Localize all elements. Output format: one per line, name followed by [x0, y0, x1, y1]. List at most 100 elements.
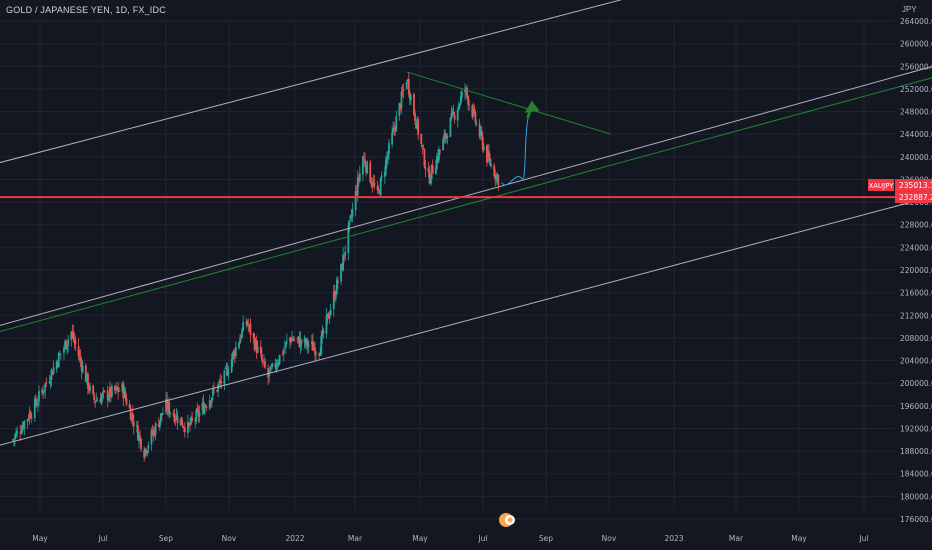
candle-body [109, 387, 112, 397]
price-tick-label: 184000.0 [900, 470, 932, 479]
candle-body [71, 331, 74, 334]
candle-body [278, 355, 281, 364]
candle-body [129, 408, 132, 420]
candle-body [239, 338, 241, 344]
candle-body [73, 338, 76, 342]
time-tick-label: Sep [539, 534, 553, 543]
price-tick-label: 192000.0 [900, 424, 932, 433]
green-resistance-line[interactable] [406, 71, 612, 135]
symbol-badge-label: XAUJPY [868, 182, 894, 190]
candle-body [63, 347, 65, 353]
candle-body [383, 172, 386, 177]
candle-body [471, 105, 474, 117]
price-tick-label: 228000.0 [900, 221, 932, 230]
candle-body [19, 432, 22, 434]
candle-body [117, 387, 120, 393]
candle-body [241, 329, 243, 338]
candle-body [354, 191, 357, 211]
candle-body [49, 381, 52, 384]
candle-body [497, 175, 500, 186]
candle-body [16, 430, 18, 434]
candle-body [247, 324, 250, 327]
candle-body [305, 338, 308, 345]
candle-body [227, 372, 230, 375]
channel-lower-line[interactable] [0, 194, 932, 468]
candle-body [290, 338, 292, 343]
time-tick-label: Mar [729, 534, 744, 543]
candle-body [348, 219, 351, 226]
logo-circle-core [507, 517, 513, 523]
candle-body [456, 109, 459, 121]
green-support-line[interactable] [0, 75, 932, 355]
candle-body [14, 435, 16, 440]
candle-body [217, 384, 220, 391]
tradingview-logo[interactable] [499, 513, 515, 527]
candle-body [20, 432, 23, 434]
price-tick-label: 260000.0 [900, 40, 932, 49]
candle-body [202, 402, 205, 414]
candle-body [33, 399, 36, 418]
candle-body [48, 381, 51, 383]
candle-body [322, 329, 325, 334]
candle-body [270, 367, 273, 369]
channel-upper-line[interactable] [0, 0, 626, 185]
candle-body [173, 413, 176, 422]
candle-body [77, 345, 80, 356]
candle-body [408, 92, 411, 100]
candle-body [130, 413, 133, 422]
candle-body [378, 190, 381, 195]
candle-body [472, 108, 475, 117]
candle-body [198, 411, 201, 417]
candle-body [482, 146, 485, 151]
candle-body [56, 362, 59, 366]
candle-body [293, 339, 296, 341]
price-axis[interactable]: 176000.0 180000.0 184000.0 188000.0 192000.0… [900, 17, 932, 524]
candle-body [169, 412, 172, 414]
candle-body [242, 322, 245, 331]
candle-body [296, 338, 299, 340]
time-tick-label: Sep [159, 534, 173, 543]
projection-path[interactable] [501, 108, 532, 186]
candle-body [102, 390, 105, 392]
candle-body [66, 345, 68, 350]
price-tick-label: 200000.0 [900, 379, 932, 388]
candle-body [81, 365, 84, 373]
candle-body [157, 423, 160, 427]
candle-body [96, 399, 99, 401]
candle-body [152, 429, 155, 435]
candle-body [485, 145, 488, 162]
candle-body [67, 339, 70, 346]
candle-body [107, 397, 110, 401]
candle-body [26, 419, 29, 422]
candle-body [139, 435, 141, 438]
candle-body [337, 281, 339, 283]
price-tick-label: 224000.0 [900, 243, 932, 252]
candle-body [194, 419, 197, 421]
candle-body [340, 264, 342, 282]
candle-body [137, 425, 139, 441]
candle-body [269, 366, 272, 374]
candle-body [55, 361, 58, 369]
time-tick-label: Nov [222, 534, 237, 543]
candle-body [284, 342, 287, 348]
candle-body [459, 96, 462, 104]
candle-body [34, 397, 37, 405]
candle-body [393, 127, 396, 130]
drawing-layer[interactable] [0, 0, 932, 468]
candle-body [365, 166, 367, 173]
time-axis[interactable]: May Jul Sep Nov 2022 Mar May Jul Sep Nov 2023 Mar Ma… [32, 534, 868, 543]
candle-body [85, 373, 88, 382]
candle-body [106, 390, 109, 400]
candle-body [427, 168, 430, 173]
candle-body [377, 188, 380, 190]
candle-body [93, 395, 96, 400]
candle-body [99, 399, 102, 403]
candle-body [220, 380, 223, 384]
candle-body [351, 208, 354, 217]
price-tick-label: 256000.0 [900, 62, 932, 71]
channel-middle-line[interactable] [0, 63, 932, 349]
candle-body [262, 360, 264, 362]
candle-body [59, 353, 62, 355]
candle-body [30, 417, 33, 419]
